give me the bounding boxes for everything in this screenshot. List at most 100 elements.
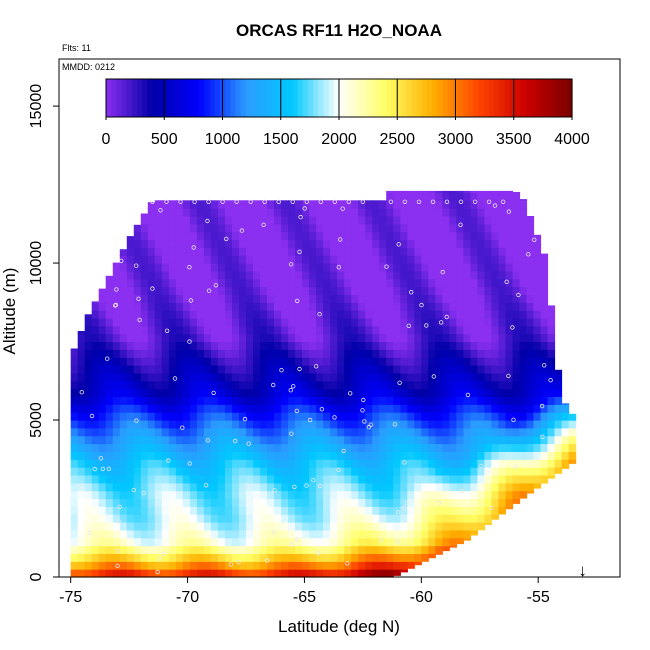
heatmap-cell: [379, 294, 387, 303]
heatmap-cell: [477, 443, 485, 452]
heatmap-cell: [400, 200, 408, 209]
heatmap-cell: [491, 190, 499, 194]
heatmap-cell: [421, 420, 429, 429]
heatmap-cell: [140, 459, 149, 468]
heatmap-cell: [267, 341, 275, 350]
heatmap-cell: [477, 239, 485, 248]
heatmap-cell: [365, 231, 373, 241]
heatmap-cell: [519, 325, 528, 335]
heatmap-cell: [260, 270, 268, 280]
heatmap-cell: [344, 412, 352, 421]
heatmap-cell: [133, 357, 142, 366]
colorbar-segment: [204, 79, 211, 117]
heatmap-cell: [239, 247, 247, 256]
heatmap-cell: [246, 388, 254, 397]
heatmap-cell: [112, 294, 121, 303]
heatmap-cell: [533, 278, 542, 288]
heatmap-cell: [351, 270, 359, 280]
heatmap-cell: [372, 420, 380, 429]
heatmap-cell: [288, 459, 296, 468]
heatmap-cell: [239, 286, 247, 295]
heatmap-cell: [400, 333, 408, 343]
heatmap-cell: [196, 545, 205, 554]
heatmap-cell: [498, 372, 506, 382]
heatmap-cell: [210, 380, 219, 390]
heatmap-cell: [246, 427, 254, 437]
heatmap-cell: [491, 278, 499, 288]
heatmap-cell: [519, 372, 528, 382]
heatmap-cell: [365, 223, 373, 233]
heatmap-cell: [456, 216, 464, 225]
heatmap-cell: [189, 412, 198, 421]
heatmap-cell: [309, 435, 317, 445]
heatmap-cell: [379, 420, 387, 429]
heatmap-cell: [400, 522, 408, 531]
heatmap-cell: [189, 341, 198, 350]
heatmap-cell: [112, 561, 121, 570]
sample-point: [100, 466, 106, 472]
heatmap-cell: [428, 310, 436, 319]
heatmap-cell: [140, 333, 149, 343]
heatmap-cell: [337, 200, 345, 209]
heatmap-cell: [175, 529, 184, 539]
sample-point: [479, 463, 484, 469]
heatmap-cell: [140, 482, 149, 492]
heatmap-cell: [491, 372, 499, 382]
heatmap-cell: [484, 420, 492, 429]
heatmap-cell: [456, 506, 464, 515]
heatmap-cell: [133, 537, 142, 547]
heatmap-cell: [449, 529, 457, 539]
heatmap-cell: [309, 529, 317, 539]
heatmap-cell: [253, 388, 261, 397]
heatmap-cell: [372, 404, 380, 413]
heatmap-cell: [168, 372, 177, 382]
heatmap-cell: [358, 294, 366, 303]
heatmap-cell: [246, 443, 254, 452]
heatmap-cell: [70, 467, 79, 476]
heatmap-cell: [463, 192, 471, 201]
heatmap-cell: [526, 294, 535, 303]
heatmap-cell: [105, 420, 114, 429]
heatmap-cell: [133, 412, 142, 421]
heatmap-cell: [274, 498, 282, 507]
heatmap-cell: [421, 192, 429, 201]
heatmap-cell: [126, 294, 135, 303]
heatmap-cell: [372, 490, 380, 500]
heatmap-cell: [386, 435, 394, 445]
heatmap-cell: [400, 569, 408, 573]
heatmap-cell: [386, 569, 394, 578]
heatmap-cell: [253, 545, 261, 554]
heatmap-cell: [77, 459, 86, 468]
heatmap-cell: [463, 255, 471, 264]
heatmap-cell: [519, 286, 528, 295]
heatmap-cell: [84, 435, 93, 445]
heatmap-cell: [358, 380, 366, 390]
heatmap-cell: [126, 545, 135, 554]
heatmap-cell: [393, 498, 401, 507]
heatmap-cell: [281, 278, 289, 288]
heatmap-cell: [84, 404, 93, 413]
heatmap-cell: [386, 365, 394, 374]
heatmap-cell: [239, 451, 247, 460]
sample-point: [402, 199, 408, 204]
heatmap-cell: [246, 404, 254, 413]
heatmap-cell: [358, 318, 366, 327]
heatmap-cell: [260, 420, 268, 429]
sample-point: [438, 320, 444, 325]
heatmap-cell: [196, 341, 205, 350]
heatmap-cell: [442, 388, 450, 397]
heatmap-cell: [260, 208, 268, 217]
heatmap-cell: [274, 270, 282, 280]
heatmap-cell: [302, 388, 310, 397]
heatmap-cell: [512, 427, 521, 437]
heatmap-cell: [253, 286, 261, 295]
heatmap-cell: [379, 365, 387, 374]
heatmap-cell: [217, 341, 226, 350]
heatmap-cell: [274, 255, 282, 264]
heatmap-cell: [491, 459, 499, 468]
heatmap-cell: [498, 216, 506, 225]
heatmap-cell: [161, 545, 170, 554]
heatmap-cell: [386, 459, 394, 468]
heatmap-cell: [210, 341, 219, 350]
heatmap-cell: [505, 318, 514, 327]
